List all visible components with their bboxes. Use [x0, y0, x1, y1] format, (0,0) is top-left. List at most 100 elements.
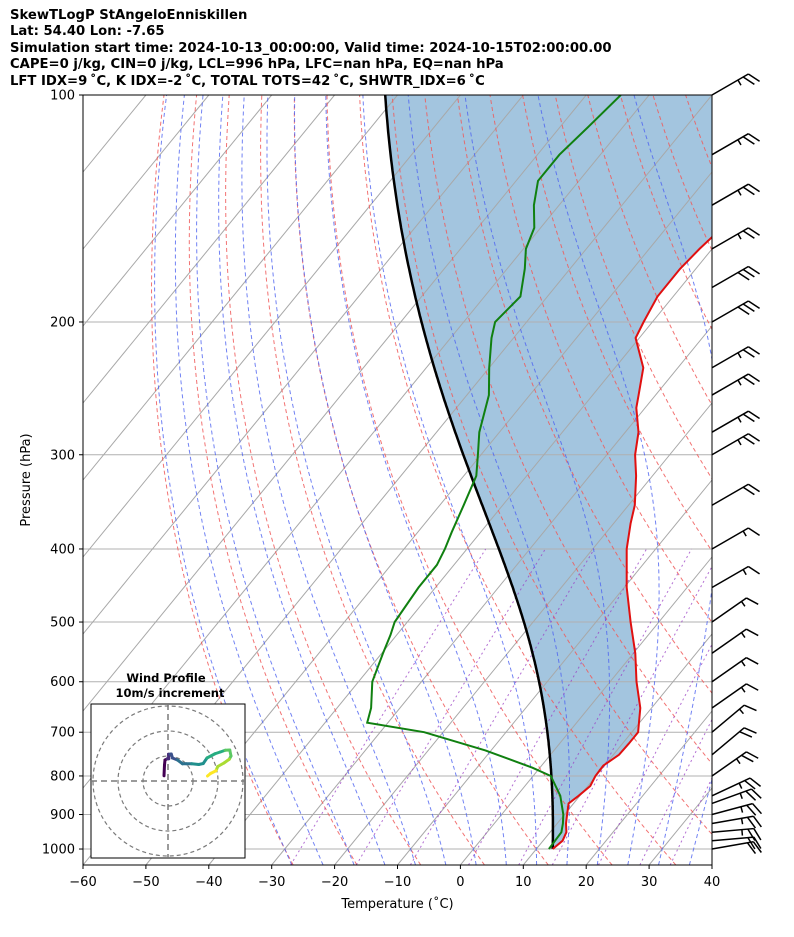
- barb-flag: [747, 483, 760, 493]
- isotherm-line: [83, 95, 335, 404]
- x-tick-label: −50: [132, 875, 159, 890]
- barb-flag: [753, 828, 762, 841]
- barb-flag: [742, 376, 755, 386]
- barb-flag: [749, 777, 762, 787]
- barb-half-flag: [738, 782, 743, 789]
- barb-flag: [746, 842, 757, 854]
- isotherm-line: [522, 633, 712, 865]
- barb-flag: [746, 656, 759, 665]
- pressure-gridlines: [83, 95, 712, 850]
- mixing-ratio-line: [639, 718, 712, 865]
- barb-staff: [711, 802, 753, 816]
- axis-ticks: −60 −50 −40 −30 −20 −10 0 10 20 30 40 100 200 300 400 5…: [42, 89, 720, 891]
- x-tick-label: −40: [195, 875, 222, 890]
- moist-adiabat-line: [688, 777, 712, 865]
- barb-staff: [711, 727, 745, 756]
- barb-flag: [742, 436, 755, 445]
- dry-adiabat-line: [359, 95, 677, 865]
- barb-staff: [711, 840, 754, 850]
- wind-barb: [711, 265, 760, 289]
- wind-barb: [711, 565, 760, 589]
- dry-adiabat-line: [424, 95, 712, 765]
- inset-subtitle: 10m/s increment: [116, 686, 225, 700]
- barb-staff: [711, 657, 747, 683]
- moist-adiabat-line: [720, 95, 794, 865]
- y-tick-label: 900: [50, 808, 75, 823]
- isotherm-line: [460, 556, 712, 865]
- barb-staff: [711, 483, 749, 506]
- y-tick-label: 700: [50, 726, 75, 741]
- wind-barb: [711, 827, 762, 841]
- isotherm-line: [83, 95, 398, 481]
- y-tick-label: 500: [50, 616, 75, 631]
- barb-half-flag: [740, 660, 746, 667]
- barb-half-flag: [737, 352, 742, 359]
- dewpoint-line: [365, 95, 622, 850]
- dry-adiabat-line: [326, 95, 613, 865]
- moist-adiabat-line: [537, 95, 660, 865]
- stability-parameters: CAPE=0 j/kg, CIN=0 j/kg, LCL=996 hPa, LF…: [10, 57, 504, 73]
- barb-staff: [711, 373, 749, 396]
- barb-staff: [711, 527, 749, 550]
- barb-staff: [711, 300, 749, 323]
- x-axis-label: Temperature (˚C): [340, 896, 453, 912]
- isotherm-line: [585, 710, 712, 865]
- barb-flag: [752, 815, 762, 828]
- y-tick-label: 100: [50, 89, 75, 104]
- barb-half-flag: [737, 189, 742, 196]
- x-tick-label: 20: [578, 875, 595, 890]
- barb-staff: [711, 133, 749, 156]
- chart-title: SkewTLogP StAngeloEnniskillen: [10, 8, 248, 23]
- barb-staff: [711, 183, 749, 206]
- barb-staff: [711, 227, 749, 250]
- barb-flag: [747, 265, 760, 275]
- isotherm-line: [711, 864, 712, 865]
- barb-flag: [746, 628, 759, 637]
- barb-flag: [747, 837, 756, 850]
- moist-adiabat-line: [266, 95, 447, 865]
- moist-adiabat-line: [633, 95, 712, 865]
- barb-half-flag: [737, 439, 742, 446]
- mixing-ratio-lines: [290, 548, 712, 865]
- wind-barb: [711, 788, 762, 805]
- wind-barb: [711, 73, 760, 96]
- moist-adiabat-line: [464, 95, 611, 865]
- inset-title: Wind Profile: [126, 671, 206, 685]
- barb-flag: [747, 73, 760, 83]
- hodograph-segment: [206, 772, 212, 778]
- sounding-profiles: [365, 95, 712, 850]
- wind-barb: [711, 836, 762, 850]
- barb-flag: [746, 597, 759, 605]
- barb-flag: [747, 300, 760, 310]
- moist-adiabat-line: [293, 95, 477, 865]
- barb-half-flag: [740, 600, 746, 607]
- mixing-ratio-line: [409, 548, 595, 865]
- simulation-times: Simulation start time: 2024-10-13_00:00:…: [10, 40, 612, 56]
- barb-staff: [711, 751, 747, 777]
- barb-flag: [742, 486, 755, 496]
- moist-adiabat-line: [218, 95, 386, 865]
- wind-barb: [711, 410, 760, 433]
- wind-barb: [711, 133, 760, 156]
- x-tick-label: −60: [69, 875, 96, 890]
- barb-flag: [737, 271, 750, 281]
- barb-flag: [747, 346, 760, 355]
- temperature-line: [552, 235, 712, 850]
- barb-flag: [746, 751, 759, 759]
- barb-half-flag: [735, 758, 741, 765]
- barb-flag: [750, 788, 762, 799]
- barb-staff: [711, 628, 747, 654]
- hodograph-inset: Wind Profile 10m/s increment: [90, 671, 246, 859]
- wind-barbs: [711, 73, 763, 854]
- barb-flag: [747, 565, 760, 575]
- wind-barb: [711, 802, 763, 816]
- barb-staff: [711, 265, 749, 289]
- barb-flag: [742, 413, 755, 423]
- barb-flag: [742, 349, 755, 358]
- isotherm-line: [83, 95, 210, 250]
- wind-barb: [711, 777, 762, 797]
- barb-flag: [742, 136, 755, 145]
- isotherm-line: [397, 479, 712, 865]
- isotherm-line: [83, 95, 461, 558]
- wind-barb: [711, 840, 762, 854]
